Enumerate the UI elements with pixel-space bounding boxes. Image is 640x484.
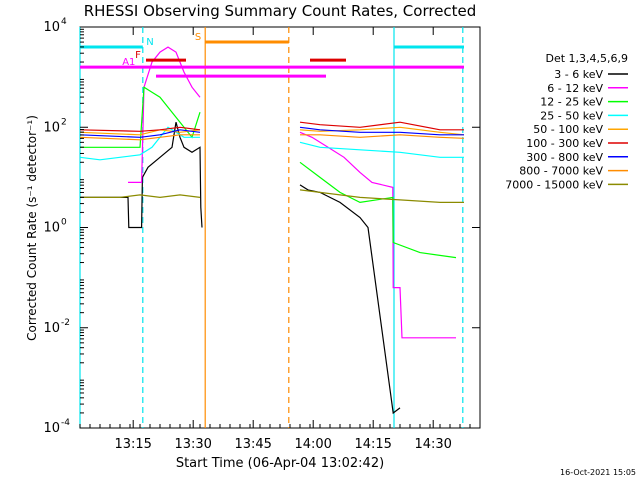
series-line [79,121,464,132]
y-tick-exponent: 0 [61,218,67,228]
flag-label: S [195,32,201,43]
series-line [79,134,465,141]
legend-label: 6 - 12 keV [547,82,603,95]
flag-label: A1 [122,57,135,68]
y-tick-exponent: 2 [61,117,67,127]
y-tick-exponent: -4 [61,418,70,428]
x-tick-label: 14:30 [414,437,451,452]
flag-label: N [146,37,153,48]
series-line [80,122,401,415]
y-tick-exponent: 4 [61,17,67,27]
y-tick-label: 10 [43,221,60,236]
series-line [80,189,464,203]
y-axis-label: Corrected Count Rate (s⁻¹ detector⁻¹) [25,115,39,341]
x-tick-label: 13:15 [114,437,151,452]
series-line [79,126,464,138]
series-line [80,86,457,259]
legend-label: 100 - 300 keV [526,137,603,150]
series-line [128,46,456,339]
chart-title: RHESSI Observing Summary Count Rates, Co… [84,2,477,20]
legend-label: 25 - 50 keV [540,109,603,122]
legend-label: 12 - 25 keV [540,96,603,109]
x-tick-label: 14:15 [354,437,391,452]
x-tick-label: 14:00 [294,437,331,452]
generated-timestamp: 16-Oct-2021 15:05 [560,468,636,477]
x-tick-label: 13:45 [234,437,271,452]
legend-label: 7000 - 15000 keV [505,178,603,191]
flag-label: F [135,50,141,61]
y-tick-label: 10 [43,120,60,135]
x-tick-label: 13:30 [174,437,211,452]
legend-label: 300 - 800 keV [526,151,603,164]
legend-label: 3 - 6 keV [554,68,603,81]
x-axis-label: Start Time (06-Apr-04 13:02:42) [176,456,384,471]
legend-label: 50 - 100 keV [533,123,603,136]
legend-header: Det 1,3,4,5,6,9 [545,52,628,65]
legend-label: 800 - 7000 keV [519,165,603,178]
y-tick-label: 10 [43,20,60,35]
y-tick-exponent: -2 [61,318,70,328]
y-tick-label: 10 [43,421,60,436]
y-tick-label: 10 [43,321,60,336]
